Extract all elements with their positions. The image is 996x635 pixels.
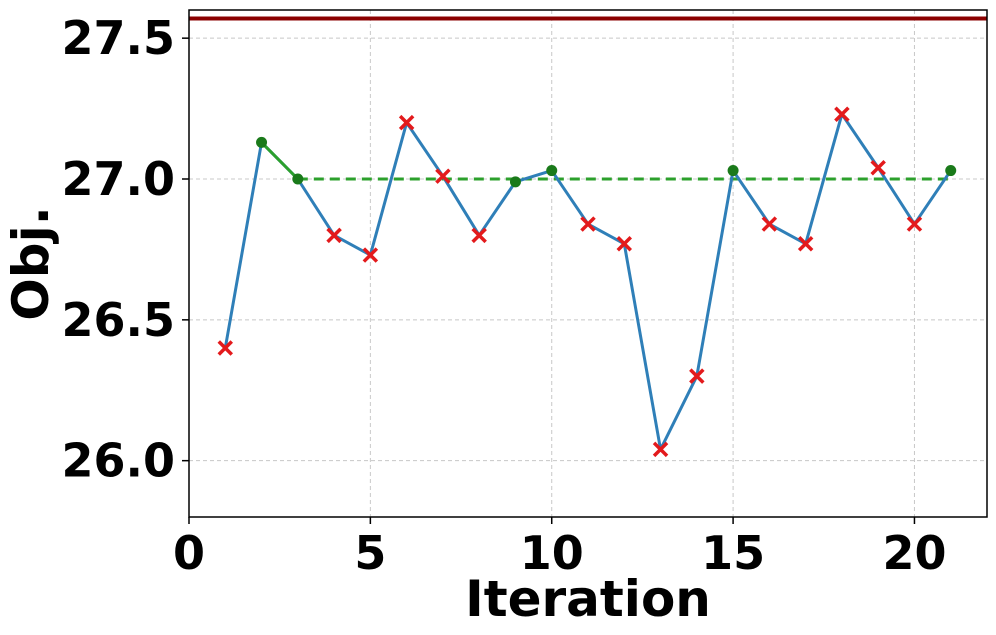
rejected-cross-stroke: [398, 114, 415, 131]
x-tick-label: 10: [520, 526, 584, 580]
accepted-point: [256, 136, 268, 148]
rejected-cross-stroke: [471, 227, 487, 244]
rejected-point: [797, 236, 814, 252]
rejected-point: [398, 114, 415, 131]
rejected-cross-stroke: [616, 236, 633, 252]
rejected-point: [435, 168, 451, 184]
rejected-cross-stroke: [326, 227, 342, 244]
rejected-point: [761, 216, 778, 232]
rejected-point: [652, 441, 669, 458]
accepted-point: [727, 165, 739, 177]
x-axis-title: Iteration: [465, 570, 711, 628]
rejected-point: [870, 159, 886, 176]
x-tick-label: 15: [701, 526, 765, 580]
rejected-cross-stroke: [761, 216, 778, 232]
rejected-point: [906, 216, 923, 232]
rejected-cross-stroke: [652, 441, 669, 458]
data-markers: [217, 106, 957, 458]
rejected-point: [326, 227, 342, 244]
axis-ticks: 0 5 10 15 20 26.0 26.5 27.0 27.5: [62, 11, 947, 580]
rejected-cross-stroke: [834, 106, 850, 122]
rejected-cross-stroke: [689, 368, 705, 384]
rejected-cross-stroke: [217, 340, 234, 356]
rejected-point: [471, 227, 487, 244]
rejected-point: [580, 216, 596, 232]
rejected-point: [834, 106, 850, 122]
y-tick-label: 27.0: [62, 152, 176, 206]
y-tick-label: 26.0: [62, 434, 176, 488]
reference-lines: [189, 16, 987, 181]
y-tick-label: 26.5: [62, 293, 176, 347]
rejected-cross-stroke: [362, 247, 379, 263]
objective-series: [223, 112, 952, 451]
y-axis-title: Obj.: [2, 206, 60, 320]
rejected-point: [217, 340, 234, 356]
rejected-cross-stroke: [435, 168, 451, 184]
x-tick-label: 0: [173, 526, 205, 580]
y-tick-label: 27.5: [62, 11, 176, 65]
rejected-point: [362, 247, 379, 263]
rejected-cross-stroke: [870, 159, 886, 176]
accepted-point: [546, 165, 558, 177]
rejected-cross-stroke: [797, 236, 814, 252]
accepted-point: [292, 173, 304, 185]
series-line: [223, 112, 952, 451]
x-tick-label: 5: [354, 526, 386, 580]
rejected-cross-stroke: [580, 216, 596, 232]
rejected-point: [616, 236, 633, 252]
accepted-point: [509, 176, 521, 188]
grid: [188, 10, 987, 517]
x-tick-label: 20: [882, 526, 946, 580]
accepted-point: [945, 165, 957, 177]
improvement-segment: [260, 141, 299, 181]
rejected-point: [689, 368, 705, 384]
rejected-cross-stroke: [906, 216, 923, 232]
plot-frame: [188, 9, 988, 518]
